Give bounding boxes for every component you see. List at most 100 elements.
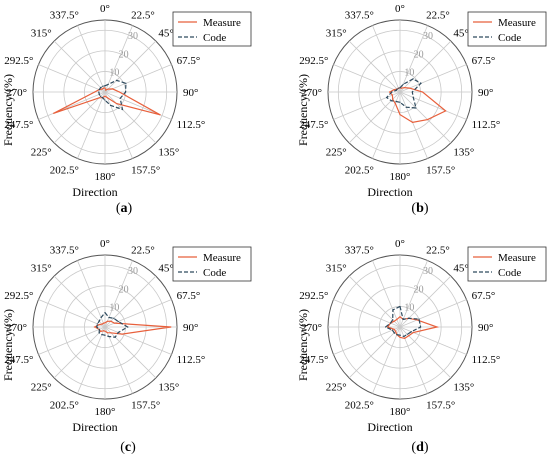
radial-tick-label: 30 — [423, 266, 433, 277]
data-point-code — [415, 107, 417, 109]
data-point-measure — [387, 326, 389, 328]
data-point-measure — [113, 322, 116, 324]
direction-tick-label: 0° — [100, 3, 110, 15]
direction-tick-label: 202.5° — [345, 165, 374, 177]
data-point-code — [114, 336, 116, 338]
data-point-measure — [394, 102, 396, 105]
data-point-code — [397, 87, 400, 89]
direction-tick-label: 270° — [301, 87, 322, 99]
direction-tick-label: 180° — [95, 406, 116, 418]
data-point-measure — [411, 121, 414, 124]
data-point-code — [127, 326, 129, 328]
x-axis-label: Direction — [72, 420, 117, 434]
panel-label-part: ) — [131, 440, 136, 455]
legend-box — [467, 246, 547, 282]
data-point-code — [399, 334, 401, 336]
data-point-code — [405, 106, 407, 108]
data-point-code — [109, 104, 112, 106]
direction-tick-label: 337.5° — [50, 9, 79, 21]
direction-tick-label: 67.5° — [472, 55, 496, 67]
direction-tick-label: 202.5° — [50, 400, 79, 412]
data-point-code — [104, 99, 106, 101]
grid-spoke — [399, 64, 467, 93]
radial-tick-label: 10 — [404, 303, 414, 314]
radial-tick-label: 10 — [404, 68, 414, 79]
data-point-code — [100, 95, 102, 97]
direction-tick-label: 337.5° — [345, 9, 374, 21]
legend-box — [172, 11, 252, 47]
data-point-measure — [399, 114, 401, 116]
data-point-code — [395, 89, 397, 92]
y-axis-label: Frequency/(%) — [296, 309, 310, 381]
direction-tick-label: 315° — [31, 28, 52, 40]
data-point-code — [392, 309, 394, 311]
legend-entry-measure: Measure — [203, 17, 241, 29]
direction-tick-label: 202.5° — [345, 400, 374, 412]
radial-tick-label: 10 — [109, 303, 119, 314]
direction-tick-label: 45° — [453, 263, 468, 275]
grid-spoke — [348, 275, 401, 328]
panel-label-part: ( — [120, 440, 125, 455]
grid-spoke — [77, 260, 106, 328]
direction-tick-label: 337.5° — [345, 244, 374, 256]
direction-tick-label: 90° — [183, 87, 198, 99]
direction-tick-label: 67.5° — [177, 290, 201, 302]
data-point-measure — [98, 97, 100, 99]
direction-tick-label: 292.5° — [299, 290, 328, 302]
direction-tick-label: 45° — [158, 28, 173, 40]
data-point-code — [98, 89, 100, 91]
grid-spoke — [399, 275, 452, 328]
data-point-measure — [118, 91, 120, 93]
direction-tick-label: 112.5° — [472, 119, 501, 131]
data-point-code — [418, 318, 420, 320]
direction-tick-label: 315° — [326, 263, 347, 275]
direction-tick-label: 225° — [326, 381, 347, 393]
panel-label-part: ) — [128, 201, 133, 216]
data-point-measure — [408, 87, 411, 89]
direction-tick-label: 292.5° — [4, 55, 33, 67]
direction-tick-label: 315° — [31, 263, 52, 275]
direction-tick-label: 90° — [183, 322, 198, 334]
data-point-measure — [121, 333, 123, 335]
data-point-code — [98, 320, 100, 322]
data-point-code — [420, 82, 422, 84]
grid-spoke — [104, 25, 133, 93]
data-point-code — [386, 96, 388, 99]
data-point-code — [102, 85, 104, 87]
grid-spoke — [38, 326, 106, 355]
direction-tick-label: 135° — [453, 381, 474, 393]
data-point-measure — [53, 112, 55, 114]
grid-spoke — [77, 25, 106, 93]
data-point-code — [96, 323, 98, 325]
grid-spoke — [372, 25, 401, 93]
data-point-code — [104, 312, 106, 314]
grid-spoke — [38, 64, 106, 93]
data-point-measure — [102, 322, 105, 324]
data-point-code — [391, 91, 393, 93]
direction-tick-label: 225° — [31, 381, 52, 393]
series-line-code — [98, 79, 127, 111]
data-point-code — [399, 87, 401, 89]
direction-tick-label: 225° — [326, 146, 347, 158]
grid-spoke — [53, 40, 106, 93]
data-point-measure — [106, 97, 108, 99]
y-axis-label: Frequency/(%) — [1, 309, 15, 381]
data-point-code — [108, 316, 110, 319]
grid-spoke — [372, 326, 401, 394]
direction-tick-label: 180° — [390, 171, 411, 183]
data-point-code — [385, 326, 387, 328]
data-point-code — [402, 318, 404, 320]
data-point-code — [410, 331, 413, 333]
legend-entry-code: Code — [203, 267, 226, 279]
grid-spoke — [104, 275, 157, 328]
panel-label-part: d — [416, 440, 424, 455]
direction-tick-label: 247.5° — [299, 354, 328, 366]
data-point-code — [411, 91, 413, 93]
x-axis-label: Direction — [367, 185, 412, 199]
data-point-measure — [110, 320, 112, 322]
data-point-measure — [393, 328, 395, 330]
data-point-measure — [395, 330, 397, 332]
direction-tick-label: 157.5° — [131, 400, 160, 412]
direction-tick-label: 45° — [158, 263, 173, 275]
